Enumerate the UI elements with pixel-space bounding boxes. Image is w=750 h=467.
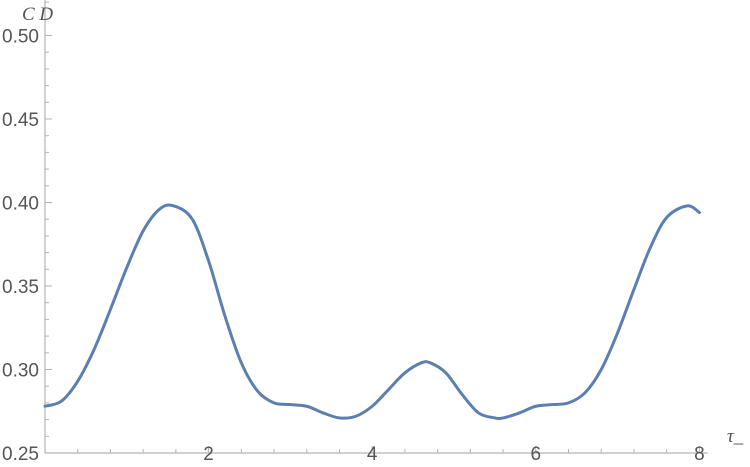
x-tick-label: 8 xyxy=(694,444,705,465)
y-axis-label: C D xyxy=(22,4,53,25)
x-tick-label: 6 xyxy=(531,444,542,465)
y-tick-label: 0.40 xyxy=(2,194,39,215)
y-tick-label: 0.45 xyxy=(2,110,39,131)
axes: 0.250.300.350.400.450.500.550.602468 xyxy=(2,0,708,465)
x-axis-label: τ_ xyxy=(727,426,744,447)
y-tick-label: 0.25 xyxy=(2,444,39,465)
series-line-blue xyxy=(43,203,701,421)
series-group xyxy=(43,203,701,421)
y-tick-label: 0.50 xyxy=(2,27,39,48)
x-tick-label: 2 xyxy=(203,444,214,465)
x-tick-label: 4 xyxy=(367,444,378,465)
y-tick-label: 0.35 xyxy=(2,277,39,298)
y-tick-label: 0.30 xyxy=(2,361,39,382)
